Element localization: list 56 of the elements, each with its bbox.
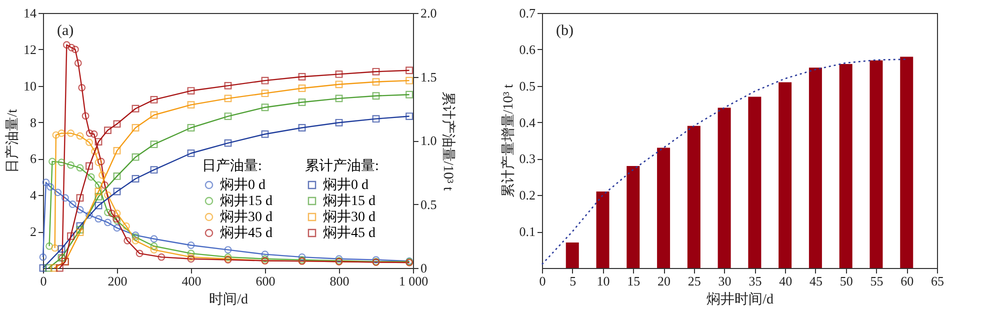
y-tick-label: 4 bbox=[30, 188, 37, 203]
y2-tick-label: 0 bbox=[420, 260, 427, 276]
legend-label: 焖井30 d bbox=[220, 209, 272, 225]
x-tick-label: 600 bbox=[256, 274, 276, 288]
x-tick-label: 25 bbox=[688, 274, 701, 288]
x-axis-title: 时间/d bbox=[209, 292, 248, 308]
text: (a) bbox=[57, 23, 74, 39]
text: (b) bbox=[556, 23, 574, 39]
legend-title: 日产油量: bbox=[202, 158, 262, 174]
legend-label: 焖井15 d bbox=[323, 193, 376, 209]
x-tick-label: 5 bbox=[570, 274, 576, 288]
y-tick-label: 0.6 bbox=[519, 42, 536, 57]
legend-label: 焖井0 d bbox=[220, 177, 266, 193]
y-tick-label: 0.7 bbox=[519, 6, 536, 20]
y-tick-label: 0.4 bbox=[519, 114, 536, 130]
y-tick-label: 2 bbox=[30, 224, 36, 240]
y-axis-title: 累计产量增量/10³ t bbox=[500, 84, 516, 198]
x-tick-label: 55 bbox=[870, 274, 884, 288]
x-tick-label: 200 bbox=[108, 274, 128, 288]
x-axis-title: 焖井时间/d bbox=[706, 292, 774, 308]
y-tick-label: 0.1 bbox=[519, 224, 536, 240]
x-tick-label: 65 bbox=[931, 274, 944, 288]
legend-label: 焖井45 d bbox=[323, 225, 376, 241]
x-tick-label: 20 bbox=[658, 274, 671, 288]
y-tick-label: 0.3 bbox=[519, 151, 536, 166]
y-tick-label: 0.5 bbox=[519, 78, 536, 94]
legend-label: 焖井30 d bbox=[323, 209, 376, 225]
y-tick-label: 6 bbox=[30, 151, 37, 166]
x-tick-label: 30 bbox=[718, 274, 732, 288]
y2-axis-title: 累计产油量/10³ t bbox=[440, 91, 456, 191]
x-tick-label: 10 bbox=[596, 274, 610, 288]
x-tick-label: 0 bbox=[539, 274, 546, 288]
y2-tick-label: 1.5 bbox=[420, 69, 437, 84]
x-tick-label: 40 bbox=[779, 274, 792, 288]
x-tick-label: 35 bbox=[748, 274, 762, 288]
y-axis-title: 日产油量/t bbox=[4, 109, 20, 173]
y-tick-label: 12 bbox=[24, 42, 36, 57]
y-tick-label: 10 bbox=[24, 78, 36, 94]
x-tick-label: 1 000 bbox=[398, 274, 428, 288]
x-tick-label: 0 bbox=[40, 274, 47, 288]
x-tick-label: 15 bbox=[627, 274, 640, 288]
y2-tick-label: 2.0 bbox=[420, 6, 437, 20]
x-tick-label: 45 bbox=[809, 274, 822, 288]
x-tick-label: 800 bbox=[330, 274, 350, 288]
y-tick-label: 8 bbox=[30, 114, 36, 130]
x-tick-label: 60 bbox=[900, 274, 914, 288]
x-tick-label: 50 bbox=[840, 274, 853, 288]
legend-label: 焖井15 d bbox=[220, 193, 272, 209]
y2-tick-label: 0.5 bbox=[420, 196, 437, 212]
y-tick-label: 0.2 bbox=[519, 188, 536, 203]
y-tick-label: 14 bbox=[24, 6, 37, 20]
annotation: 累计产油量: bbox=[305, 158, 379, 174]
legend-label: 焖井0 d bbox=[323, 177, 368, 193]
legend-label: 焖井45 d bbox=[220, 225, 272, 241]
y2-tick-label: 1.0 bbox=[420, 133, 437, 148]
x-tick-label: 400 bbox=[182, 274, 202, 288]
